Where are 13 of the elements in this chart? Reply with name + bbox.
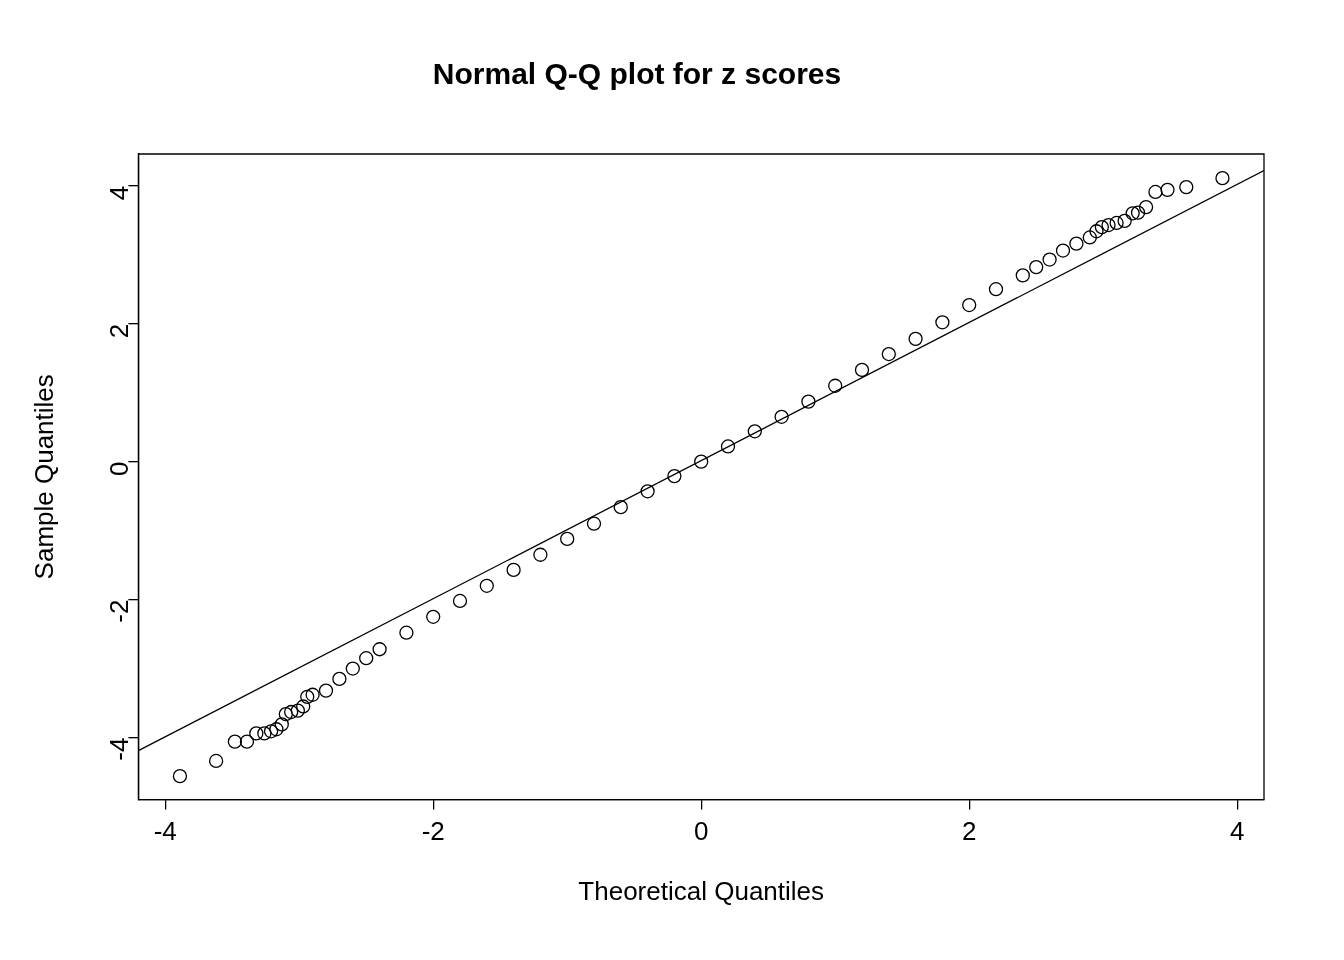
x-tick-label: 0 [693, 816, 709, 847]
x-tick-label: -2 [421, 816, 445, 847]
y-tick-label: 0 [103, 461, 134, 477]
x-axis-title: Theoretical Quantiles [578, 875, 825, 906]
y-axis-title: Sample Quantiles [28, 374, 59, 580]
y-tick-label: 4 [103, 185, 134, 201]
x-tick-label: 2 [961, 816, 977, 847]
x-tick-label: -4 [153, 816, 177, 847]
y-tick-label: -2 [103, 599, 134, 623]
y-tick-label: -4 [103, 737, 134, 761]
y-tick-label: 2 [103, 323, 134, 339]
chart-title: Normal Q-Q plot for z scores [432, 57, 842, 91]
x-tick-label: 4 [1229, 816, 1245, 847]
